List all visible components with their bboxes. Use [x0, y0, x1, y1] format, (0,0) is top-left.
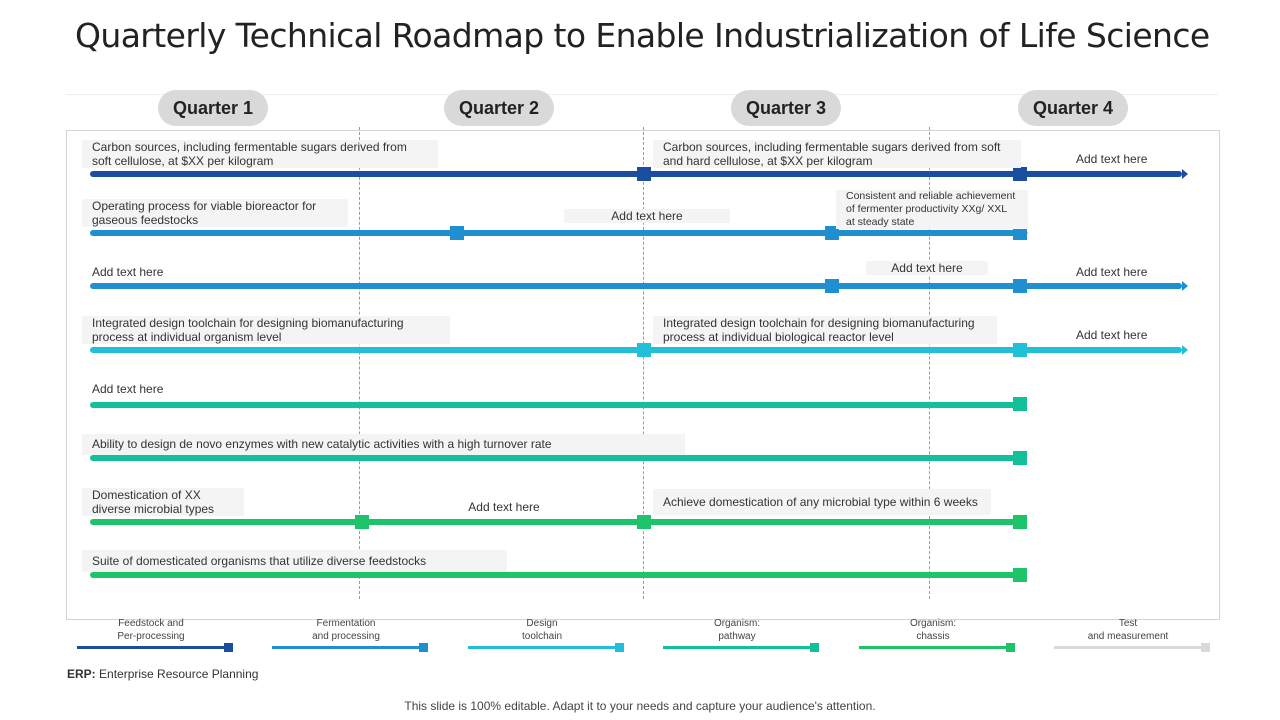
legend-label: Test and measurement — [1087, 618, 1169, 642]
roadmap-lane-6 — [90, 455, 1022, 461]
roadmap-lane-7 — [90, 519, 1022, 525]
legend-label: Design toolchain — [521, 618, 563, 642]
roadmap-item-text: Integrated design toolchain for designin… — [653, 316, 997, 344]
legend-feedstock: Feedstock and Per-processing — [77, 617, 233, 652]
roadmap-item-text: Add text here — [92, 382, 164, 396]
quarter-4-label: Quarter 4 — [1018, 90, 1128, 126]
roadmap-item-text: Suite of domesticated organisms that uti… — [82, 550, 507, 572]
milestone-marker — [1013, 397, 1027, 411]
milestone-marker — [1013, 568, 1027, 582]
roadmap-lane-3 — [90, 281, 1188, 291]
legend-pathway: Organism: pathway — [663, 617, 819, 652]
roadmap-item-text: Add text here — [564, 209, 730, 223]
roadmap-item-text: Ability to design de novo enzymes with n… — [82, 434, 685, 455]
milestone-marker — [637, 515, 651, 529]
roadmap-item-text: Add text here — [1076, 152, 1148, 166]
header-divider — [66, 94, 1218, 95]
milestone-marker — [825, 226, 839, 240]
roadmap-item-text: Operating process for viable bioreactor … — [82, 199, 348, 227]
abbreviation-definition: Enterprise Resource Planning — [99, 667, 259, 681]
milestone-marker — [1013, 226, 1027, 240]
milestone-marker — [637, 343, 651, 357]
legend-test: Test and measurement — [1054, 617, 1210, 652]
legend-marker — [1201, 643, 1210, 652]
abbreviation-note: ERP: Enterprise Resource Planning — [67, 667, 258, 681]
legend-label: Feedstock and Per-processing — [117, 618, 185, 642]
roadmap-lane-1 — [90, 169, 1188, 179]
legend-line — [1054, 646, 1202, 649]
roadmap-lane-2 — [90, 228, 1028, 238]
milestone-marker — [1013, 343, 1027, 357]
roadmap-item-text: Integrated design toolchain for designin… — [82, 316, 450, 344]
quarter-2-label: Quarter 2 — [444, 90, 554, 126]
quarter-divider-2 — [643, 127, 644, 599]
legend-fermentation: Fermentation and processing — [272, 617, 428, 652]
milestone-marker — [355, 515, 369, 529]
roadmap-item-text: Consistent and reliable achievement of f… — [836, 190, 1028, 229]
legend-marker — [224, 643, 233, 652]
slide-footer-note: This slide is 100% editable. Adapt it to… — [404, 699, 876, 713]
roadmap-item-text: Add text here — [1076, 328, 1148, 342]
roadmap-item-text: Carbon sources, including fermentable su… — [653, 140, 1021, 168]
legend-line — [272, 646, 420, 649]
legend-chassis: Organism: chassis — [859, 617, 1015, 652]
roadmap-lane-8 — [90, 572, 1022, 578]
roadmap-item-text: Carbon sources, including fermentable su… — [82, 140, 438, 168]
milestone-marker — [1013, 167, 1027, 181]
milestone-marker — [450, 226, 464, 240]
legend-line — [77, 646, 225, 649]
legend-line — [468, 646, 616, 649]
roadmap-item-text: Add text here — [92, 265, 164, 279]
quarter-divider-3 — [929, 127, 930, 599]
page-title: Quarterly Technical Roadmap to Enable In… — [75, 16, 1210, 55]
roadmap-lane-4 — [90, 345, 1188, 355]
roadmap-item-text: Achieve domestication of any microbial t… — [653, 489, 991, 515]
quarter-1-label: Quarter 1 — [158, 90, 268, 126]
roadmap-item-text: Add text here — [468, 500, 540, 514]
legend-line — [663, 646, 811, 649]
roadmap-item-text: Add text here — [1076, 265, 1148, 279]
milestone-marker — [1013, 279, 1027, 293]
milestone-marker — [637, 167, 651, 181]
abbreviation-term: ERP: — [67, 667, 96, 681]
legend-design: Design toolchain — [468, 617, 624, 652]
quarter-divider-1 — [359, 127, 360, 599]
legend-marker — [615, 643, 624, 652]
legend-marker — [810, 643, 819, 652]
legend-label: Fermentation and processing — [312, 618, 380, 642]
legend-label: Organism: chassis — [909, 618, 957, 642]
roadmap-lane-5 — [90, 402, 1022, 408]
roadmap-item-text: Domestication of XX diverse microbial ty… — [82, 488, 244, 516]
milestone-marker — [1013, 451, 1027, 465]
legend-label: Organism: pathway — [713, 618, 761, 642]
legend-line — [859, 646, 1007, 649]
milestone-marker — [1013, 515, 1027, 529]
legend-marker — [1006, 643, 1015, 652]
milestone-marker — [825, 279, 839, 293]
quarter-3-label: Quarter 3 — [731, 90, 841, 126]
roadmap-item-text: Add text here — [866, 261, 988, 275]
legend-marker — [419, 643, 428, 652]
